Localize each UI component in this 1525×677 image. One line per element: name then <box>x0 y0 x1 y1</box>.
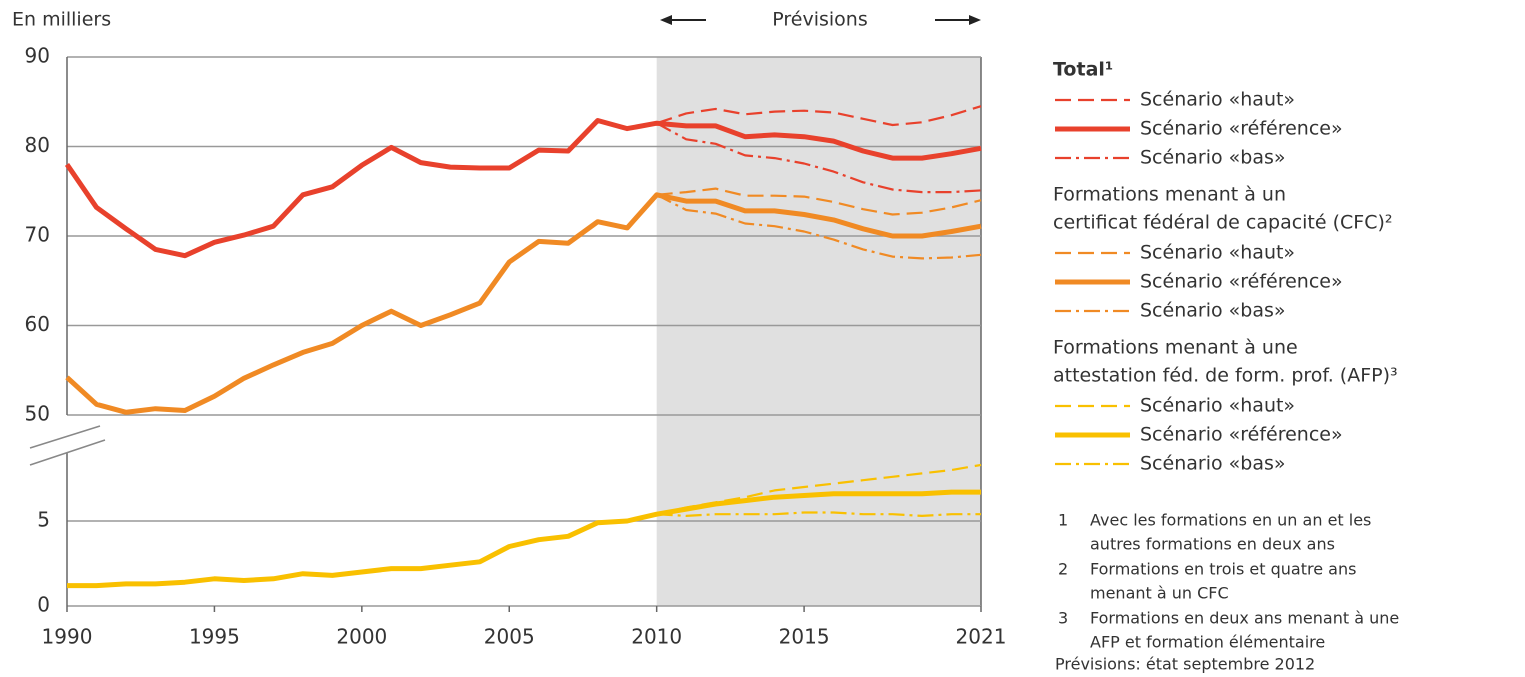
note-mark: 1 <box>1058 511 1068 530</box>
line-series <box>64 118 982 259</box>
y-axis-label: En milliers <box>12 9 111 31</box>
line-series <box>65 192 982 415</box>
axis-break <box>29 439 106 466</box>
line-series <box>656 193 982 260</box>
x-tick-label: 2021 <box>956 625 1007 649</box>
line-series <box>656 511 981 517</box>
y-tick-label: 60 <box>25 312 50 336</box>
note-text: Avec les formations en un an et les <box>1090 511 1371 530</box>
legend-heading: certificat fédéral de capacité (CFC)² <box>1053 212 1393 234</box>
background <box>66 56 982 607</box>
line-series <box>656 105 982 127</box>
x-tick-label: 2000 <box>336 625 387 649</box>
note-mark: 3 <box>1058 609 1068 628</box>
x-tick-label: 2010 <box>631 625 682 649</box>
axis-break <box>29 425 101 449</box>
y-tick-label: 5 <box>37 508 50 532</box>
legend-label: Scénario «référence» <box>1140 424 1343 446</box>
line-series <box>656 122 982 194</box>
legend-heading: Total¹ <box>1053 59 1113 81</box>
legend-label: Scénario «bas» <box>1140 453 1286 475</box>
x-tick-label: 2005 <box>484 625 535 649</box>
x-tick-label: 1990 <box>42 625 93 649</box>
note-mark: 2 <box>1058 560 1068 579</box>
line-series <box>656 187 982 216</box>
x-tick-label: 2015 <box>779 625 830 649</box>
note-text: Formations en trois et quatre ans <box>1090 560 1356 579</box>
forecast-shade <box>656 57 981 606</box>
legend-heading: Formations menant à un <box>1053 184 1286 206</box>
legend-label: Scénario «haut» <box>1140 242 1295 264</box>
note-text: AFP et formation élémentaire <box>1090 633 1325 652</box>
y-tick-label: 70 <box>25 223 50 247</box>
y-tick-label: 90 <box>25 44 50 68</box>
x-tick-label: 1995 <box>189 625 240 649</box>
legend-label: Scénario «bas» <box>1140 300 1286 322</box>
legend-label: Scénario «haut» <box>1140 89 1295 111</box>
legend-heading: attestation féd. de form. prof. (AFP)³ <box>1053 365 1398 387</box>
forecast-label: Prévisions <box>772 9 867 31</box>
source: Prévisions: état septembre 2012 <box>1055 655 1315 674</box>
y-tick-label: 0 <box>37 593 50 617</box>
note-text: Formations en deux ans menant à une <box>1090 609 1399 628</box>
forecast-arrow <box>660 15 981 25</box>
y-tick-label: 50 <box>25 402 50 426</box>
legend-label: Scénario «référence» <box>1140 118 1343 140</box>
legend-heading: Formations menant à une <box>1053 337 1298 359</box>
note-text: menant à un CFC <box>1090 584 1229 603</box>
line-series <box>67 489 981 589</box>
legend-label: Scénario «référence» <box>1140 271 1343 293</box>
legend-label: Scénario «bas» <box>1140 147 1286 169</box>
legend-label: Scénario «haut» <box>1140 395 1295 417</box>
note-text: autres formations en deux ans <box>1090 535 1335 554</box>
y-tick-label: 80 <box>25 133 50 157</box>
